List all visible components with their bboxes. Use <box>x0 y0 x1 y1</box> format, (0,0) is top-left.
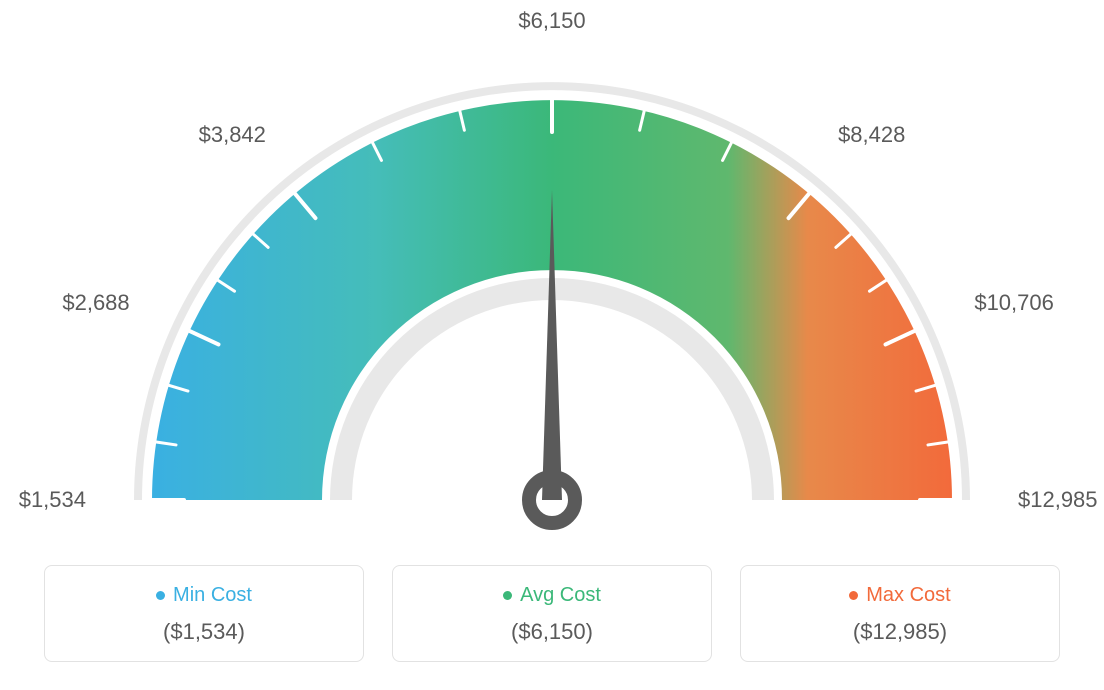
tick-label: $2,688 <box>62 290 129 316</box>
legend-value-max: ($12,985) <box>751 619 1049 645</box>
tick-label: $12,985 <box>1018 487 1098 513</box>
tick-label: $8,428 <box>838 122 905 148</box>
legend-title-max: Max Cost <box>849 584 950 607</box>
tick-label: $1,534 <box>19 487 86 513</box>
legend-value-avg: ($6,150) <box>403 619 701 645</box>
legend-card-max: Max Cost ($12,985) <box>740 565 1060 662</box>
legend-value-min: ($1,534) <box>55 619 353 645</box>
dot-icon <box>156 591 165 600</box>
legend-title-min-text: Min Cost <box>173 584 252 607</box>
legend-title-max-text: Max Cost <box>866 584 950 607</box>
legend-card-min: Min Cost ($1,534) <box>44 565 364 662</box>
legend-title-avg: Avg Cost <box>503 584 601 607</box>
legend-row: Min Cost ($1,534) Avg Cost ($6,150) Max … <box>0 565 1104 662</box>
gauge-svg <box>0 0 1104 560</box>
legend-title-avg-text: Avg Cost <box>520 584 601 607</box>
gauge-area: $1,534 $2,688 $3,842 $6,150 $8,428 $10,706 $12… <box>0 0 1104 560</box>
cost-gauge-chart: $1,534 $2,688 $3,842 $6,150 $8,428 $10,706 $12… <box>0 0 1104 690</box>
dot-icon <box>503 591 512 600</box>
tick-label: $3,842 <box>199 122 266 148</box>
legend-title-min: Min Cost <box>156 584 252 607</box>
tick-label: $10,706 <box>974 290 1054 316</box>
tick-label: $6,150 <box>518 8 585 34</box>
legend-card-avg: Avg Cost ($6,150) <box>392 565 712 662</box>
dot-icon <box>849 591 858 600</box>
